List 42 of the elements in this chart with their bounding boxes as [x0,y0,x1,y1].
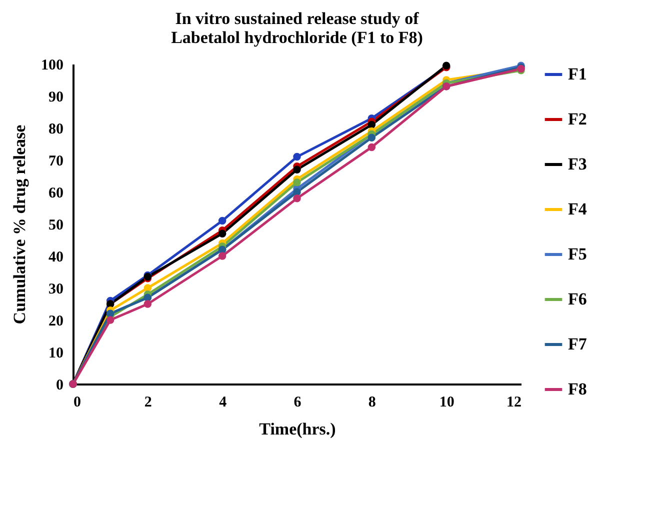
x-tick-label: 4 [219,394,228,410]
y-tick-label: 10 [48,346,64,362]
y-tick-label: 20 [48,314,64,330]
x-axis-title: Time(hrs.) [259,420,336,438]
y-tick-label: 70 [48,154,64,170]
y-axis-title: Cumulative % drug release [10,124,29,324]
x-tick-label: 0 [74,394,81,410]
x-tick-label: 12 [506,394,522,410]
x-tick-label: 6 [294,394,302,410]
point [368,143,376,152]
legend-label: F2 [568,110,587,128]
y-tick-label: 30 [48,282,64,298]
x-tick-label: 10 [439,394,454,410]
x-tick-label: 2 [144,394,152,410]
legend-label: F6 [568,290,587,308]
point [218,230,226,238]
y-tick-label: 60 [48,186,64,202]
point [293,166,301,174]
y-tick-label: 0 [56,378,64,394]
point [106,316,114,324]
point [368,134,376,142]
y-tick-label: 90 [48,90,64,106]
y-tick-label: 40 [48,250,64,266]
chart-title: In vitro sustained release study of Labetalol hydrochloride (F1 to F8) [171,9,423,47]
y-tick-label: 50 [48,218,64,234]
point [144,284,152,292]
point [218,252,226,260]
legend-label: F5 [568,244,587,264]
point [293,178,301,186]
y-tick-label: 100 [41,58,64,74]
legend-label: F8 [568,380,587,398]
point [293,194,301,202]
point [218,216,226,225]
x-tick-label: 8 [368,394,376,410]
legend-label: F3 [568,154,587,174]
y-tick-label: 80 [48,122,64,138]
legend-label: F1 [568,64,587,84]
legend-label: F7 [568,334,588,354]
legend-label: F4 [568,200,588,218]
point [368,120,376,129]
point [293,152,301,161]
point [144,300,152,308]
